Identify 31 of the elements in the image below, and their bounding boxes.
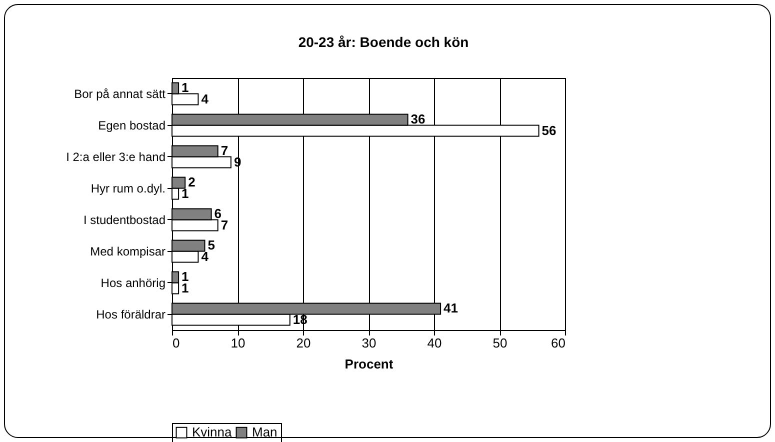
chart-title: 20-23 år: Boende och kön bbox=[298, 34, 469, 50]
y-tick-label: I studentbostad bbox=[83, 212, 166, 227]
data-label: 56 bbox=[542, 122, 556, 138]
data-label: 5 bbox=[208, 238, 215, 253]
y-tick-label: Hos anhörig bbox=[100, 276, 166, 290]
x-tick-label: 20 bbox=[296, 336, 311, 350]
data-label: 41 bbox=[444, 300, 458, 316]
data-label: 4 bbox=[201, 91, 210, 106]
data-label: 6 bbox=[214, 206, 222, 222]
data-label: 2 bbox=[188, 174, 196, 190]
y-tick-label: Egen bostad bbox=[98, 118, 166, 132]
y-tick-label: Med kompisar bbox=[90, 244, 166, 258]
x-tick-label: 50 bbox=[492, 336, 508, 350]
data-label: 4 bbox=[201, 248, 210, 264]
x-tick-label: 40 bbox=[427, 336, 442, 350]
legend-label: Man bbox=[252, 424, 278, 440]
data-label: 7 bbox=[220, 143, 228, 158]
y-tick-label: I 2:a eller 3:e hand bbox=[66, 150, 166, 164]
legend-label: Kvinna bbox=[192, 424, 233, 440]
data-label: 7 bbox=[220, 217, 228, 232]
x-axis-title: Procent bbox=[344, 356, 394, 372]
x-tick-label: 60 bbox=[551, 336, 566, 350]
y-tick-label: Hyr rum o.dyl. bbox=[90, 181, 166, 196]
data-label: 1 bbox=[182, 186, 189, 201]
x-tick-label: 0 bbox=[172, 336, 180, 350]
x-tick-label: 10 bbox=[230, 336, 246, 350]
x-tick-label: 30 bbox=[362, 336, 376, 350]
data-label: 36 bbox=[410, 112, 426, 127]
y-tick-label: Hos föräldrar bbox=[96, 307, 166, 322]
y-tick-label: Bor på annat sätt bbox=[74, 86, 166, 101]
data-label: 1 bbox=[182, 80, 189, 96]
